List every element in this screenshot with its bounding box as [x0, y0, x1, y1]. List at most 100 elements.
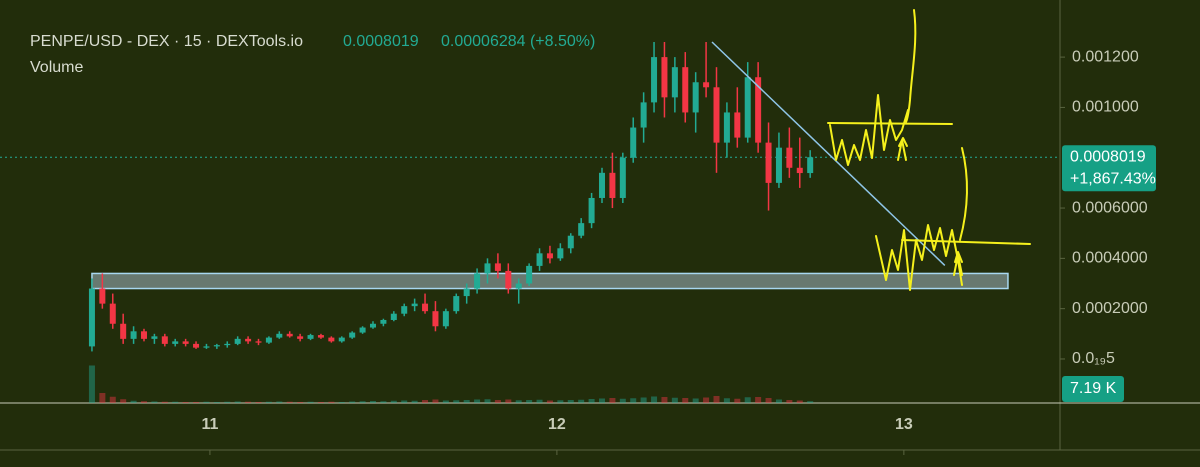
volume-bar [619, 398, 626, 403]
volume-bar [494, 400, 501, 403]
volume-bar [578, 399, 585, 403]
x-tick-label: 13 [895, 416, 913, 433]
volume-bar [640, 397, 647, 403]
volume-bar [807, 401, 814, 403]
volume-bar [598, 398, 605, 403]
volume-bar [120, 399, 127, 403]
y-tick-label: 0.0006000 [1072, 199, 1148, 216]
volume-bar [463, 400, 470, 403]
volume-bar [265, 401, 272, 403]
candle-body [432, 311, 439, 327]
candle-body [234, 338, 241, 344]
y-tick-label: 0.001000 [1072, 99, 1139, 116]
candle-body [723, 112, 730, 143]
freehand-stroke [875, 224, 963, 291]
candle-body [526, 265, 533, 284]
volume-bar [515, 400, 522, 403]
candle-body [651, 57, 658, 103]
x-tick-label: 11 [201, 416, 218, 433]
candle-body [453, 296, 460, 312]
volume-bar [703, 397, 710, 403]
y-tick-label: 0.001200 [1072, 48, 1139, 65]
volume-bar [546, 400, 553, 403]
candle-body [245, 338, 252, 342]
volume-bar [286, 401, 293, 403]
candle-body [713, 87, 720, 143]
candle-body [557, 248, 564, 259]
candle-body [609, 172, 616, 198]
candle-body [338, 337, 345, 342]
volume-bar [88, 365, 95, 403]
candle-body [682, 67, 689, 113]
volume-bar [99, 393, 106, 403]
volume-bar [130, 400, 137, 403]
candle-body [474, 273, 481, 289]
trendline [711, 41, 946, 266]
candle-body [515, 283, 522, 289]
volume-bar [349, 401, 356, 403]
candle-body [255, 341, 262, 343]
candle-body [692, 82, 699, 113]
y-tick-label: 0.0₁₉5 [1072, 350, 1115, 367]
candle-body [369, 323, 376, 328]
volume-bar [442, 400, 449, 403]
volume-bar [723, 398, 730, 403]
freehand-stroke [953, 251, 963, 276]
volume-bar [411, 400, 418, 403]
volume-bar [692, 398, 699, 403]
change-badge-label: +1,867.43% [1070, 170, 1156, 187]
volume-bar [422, 400, 429, 403]
candle-body [442, 311, 449, 327]
volume-bar [505, 399, 512, 403]
volume-bar [775, 399, 782, 403]
candle-body [755, 77, 762, 143]
freehand-stroke [829, 94, 909, 166]
support-zone [91, 272, 1009, 290]
candle-body [130, 331, 137, 339]
volume-bar [630, 398, 637, 403]
volume-bar [193, 402, 200, 403]
volume-bar [567, 400, 574, 403]
candle-body [567, 235, 574, 249]
candle-body [588, 197, 595, 224]
volume-bar [380, 401, 387, 403]
candle-body [349, 332, 356, 338]
candle-body [307, 335, 314, 339]
volume-bar [224, 401, 231, 403]
candle-body [276, 333, 283, 338]
candle-body [401, 306, 408, 314]
volume-bar [172, 401, 179, 403]
volume-bar [432, 399, 439, 403]
volume-bar [474, 399, 481, 403]
volume-bar [651, 396, 658, 403]
candle-body [213, 345, 220, 347]
candle-body [484, 263, 491, 274]
volume-bar [203, 401, 210, 403]
volume-bar [255, 402, 262, 403]
volume-bar [526, 400, 533, 403]
volume-bar [661, 397, 668, 403]
candle-body [661, 57, 668, 98]
candle-body [703, 82, 710, 88]
candle-body [734, 112, 741, 138]
candle-body [140, 331, 147, 339]
candle-body [203, 346, 210, 348]
candle-body [422, 303, 429, 312]
y-tick-label: 0.0004000 [1072, 250, 1148, 267]
x-tick-label: 12 [548, 416, 566, 433]
volume-bar [588, 399, 595, 403]
volume-bar [297, 402, 304, 403]
candle-body [193, 343, 200, 348]
volume-badge [1062, 376, 1124, 402]
volume-bar [671, 397, 678, 403]
volume-bar [234, 401, 241, 403]
volume-bar [140, 401, 147, 403]
volume-bar [484, 399, 491, 403]
volume-bar [401, 400, 408, 403]
volume-bar [765, 398, 772, 403]
candle-body [161, 336, 168, 344]
candle-body [536, 253, 543, 266]
candle-body [99, 288, 106, 304]
